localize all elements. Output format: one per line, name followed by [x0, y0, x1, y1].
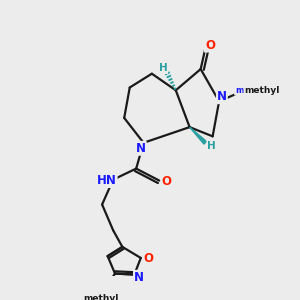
- Text: H: H: [207, 141, 216, 151]
- Text: HN: HN: [97, 174, 117, 187]
- Text: O: O: [205, 39, 215, 52]
- Text: methyl: methyl: [235, 86, 268, 95]
- Text: N: N: [134, 271, 144, 284]
- Text: O: O: [143, 252, 153, 266]
- Text: methyl: methyl: [83, 294, 119, 300]
- Polygon shape: [190, 127, 207, 144]
- Text: N: N: [217, 90, 227, 103]
- Text: methyl: methyl: [244, 86, 279, 95]
- Text: H: H: [158, 63, 167, 73]
- Text: N: N: [136, 142, 146, 155]
- Text: O: O: [162, 175, 172, 188]
